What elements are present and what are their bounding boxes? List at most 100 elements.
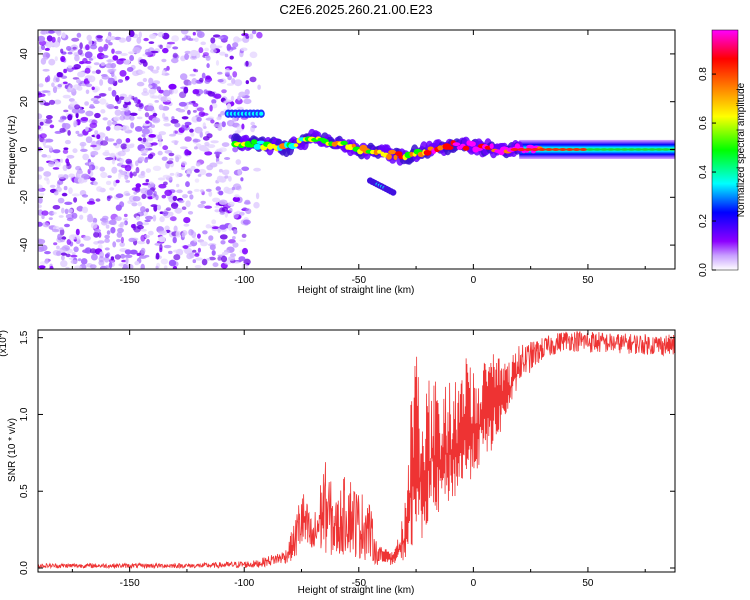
noise-blob: [42, 139, 46, 147]
noise-blob: [239, 239, 247, 242]
noise-blob: [38, 221, 43, 227]
branch-core: [259, 111, 264, 116]
noise-blob: [96, 134, 101, 140]
track-blob: [256, 140, 265, 145]
noise-blob: [162, 145, 169, 151]
branch-halo: [390, 189, 397, 196]
noise-blob: [189, 73, 196, 77]
noise-blob: [87, 213, 93, 221]
noise-blob: [57, 36, 61, 43]
noise-blob: [169, 172, 175, 176]
noise-blob: [192, 68, 197, 72]
noise-blob: [190, 165, 196, 171]
noise-blob: [220, 240, 226, 245]
track-core: [524, 148, 533, 151]
noise-blob: [123, 217, 128, 221]
noise-blob: [38, 166, 44, 172]
noise-blob: [54, 160, 61, 168]
track-core: [606, 148, 615, 151]
noise-blob: [162, 47, 169, 54]
noise-blob: [216, 116, 222, 121]
figure-title: C2E6.2025.260.21.00.E23: [279, 2, 432, 17]
noise-blob: [132, 47, 141, 54]
noise-blob: [204, 141, 210, 146]
noise-blob: [181, 166, 185, 171]
noise-blob: [217, 79, 224, 83]
noise-blob: [39, 133, 47, 139]
noise-blob: [51, 36, 56, 43]
noise-blob: [76, 78, 81, 84]
noise-blob: [114, 254, 121, 260]
noise-blob: [205, 172, 213, 177]
spectrogram-x-label: Height of straight line (km): [298, 285, 415, 296]
noise-blob: [240, 177, 244, 182]
noise-blob: [141, 222, 150, 226]
noise-blob: [79, 61, 85, 65]
track-core: [613, 148, 622, 151]
noise-blob: [62, 164, 68, 171]
noise-blob: [205, 75, 211, 80]
noise-blob: [39, 121, 44, 126]
noise-blob: [91, 253, 98, 261]
noise-blob: [70, 234, 77, 238]
noise-blob: [196, 93, 201, 97]
noise-blob: [220, 110, 226, 116]
noise-blob: [133, 96, 139, 104]
noise-blob: [141, 153, 148, 156]
noise-blob: [232, 42, 239, 48]
noise-blob: [119, 222, 124, 228]
noise-blob: [241, 166, 250, 172]
noise-blob: [51, 229, 60, 233]
noise-blob: [93, 100, 100, 104]
noise-blob: [157, 31, 164, 38]
noise-blob: [179, 91, 187, 99]
noise-blob: [203, 89, 208, 95]
noise-blob: [98, 46, 104, 53]
track-core: [558, 148, 567, 151]
noise-blob: [163, 181, 168, 186]
noise-blob: [188, 229, 194, 236]
y-tick-label: 0.5: [19, 484, 30, 498]
noise-blob: [245, 60, 249, 67]
noise-blob: [51, 82, 55, 88]
noise-blob: [131, 202, 138, 207]
noise-blob: [119, 70, 127, 77]
noise-blob: [234, 130, 241, 134]
noise-blob: [163, 244, 172, 249]
track-blob: [409, 151, 414, 157]
noise-blob: [210, 37, 216, 44]
noise-blob: [156, 66, 160, 71]
noise-blob: [104, 157, 114, 161]
noise-blob: [158, 89, 165, 94]
noise-blob: [214, 209, 220, 213]
noise-blob: [83, 235, 91, 241]
track-blob: [462, 145, 470, 151]
noise-blob: [74, 104, 81, 110]
y-tick-label: 1.0: [19, 407, 30, 421]
noise-blob: [73, 197, 78, 203]
track-blob: [377, 149, 382, 154]
noise-blob: [44, 258, 49, 265]
noise-blob: [108, 262, 113, 269]
noise-blob: [58, 119, 64, 123]
colorbar-tick-label: 0.6: [698, 116, 709, 130]
noise-blob: [200, 41, 206, 46]
noise-blob: [164, 225, 170, 232]
noise-blob: [232, 196, 241, 202]
noise-blob: [145, 168, 151, 174]
x-tick-label: 50: [582, 578, 594, 589]
noise-blob: [170, 119, 179, 124]
noise-blob: [109, 68, 117, 72]
noise-blob: [238, 256, 246, 262]
noise-blob: [144, 219, 151, 223]
noise-blob: [214, 151, 222, 155]
noise-blob: [123, 263, 128, 269]
noise-blob: [106, 126, 111, 131]
track-core: [600, 148, 608, 151]
noise-blob: [121, 259, 127, 263]
noise-blob: [136, 225, 144, 230]
noise-blob: [232, 242, 239, 248]
noise-blob: [163, 123, 171, 127]
noise-blob: [176, 189, 183, 194]
noise-blob: [128, 237, 136, 243]
